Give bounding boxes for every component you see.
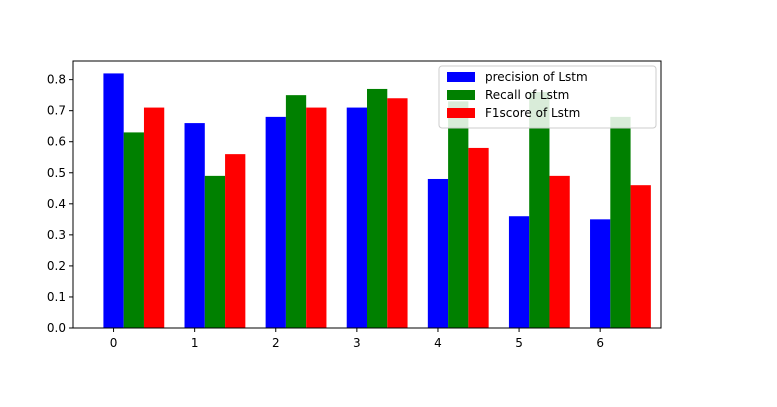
bar-recall-2 <box>285 95 307 329</box>
bar-recall-4 <box>448 101 469 328</box>
bar-precision-2 <box>265 116 286 328</box>
y-tick-label: 0.8 <box>47 73 66 87</box>
bar-recall-1 <box>204 175 226 328</box>
y-tick-label: 0.0 <box>47 321 66 335</box>
bar-f1score-2 <box>306 107 327 329</box>
legend-swatch <box>447 108 475 118</box>
y-tick-label: 0.6 <box>47 135 66 149</box>
legend-swatch <box>447 72 475 82</box>
legend-label: Recall of Lstm <box>485 88 569 102</box>
bars-layer <box>103 73 651 329</box>
bar-recall-5 <box>529 92 550 328</box>
bar-recall-0 <box>123 132 144 328</box>
y-tick-label: 0.4 <box>47 197 66 211</box>
y-tick-label: 0.5 <box>47 166 66 180</box>
axes-layer: 0.0 0.1 0.2 0.3 0.4 0.5 0.6 0.7 0.8 0 1 2 3 4 5 6 <box>47 60 662 350</box>
bar-recall-3 <box>367 88 388 328</box>
y-tick-label: 0.2 <box>47 259 66 273</box>
legend-label: F1score of Lstm <box>485 106 580 120</box>
bar-f1score-0 <box>143 107 165 329</box>
bar-f1score-4 <box>468 147 489 328</box>
y-tick-label: 0.7 <box>47 104 66 118</box>
x-tick-label: 2 <box>272 336 280 350</box>
bar-precision-1 <box>184 123 205 329</box>
legend-box <box>438 65 657 129</box>
x-tick-label: 4 <box>434 336 442 350</box>
plot-frame <box>72 60 662 329</box>
bar-f1score-6 <box>630 185 651 328</box>
bar-precision-0 <box>103 73 124 328</box>
bar-precision-6 <box>590 219 611 328</box>
legend: precision of Lstm Recall of Lstm F1score o… <box>438 65 657 129</box>
x-tick-label: 5 <box>515 336 523 350</box>
legend-swatch <box>447 90 475 100</box>
bar-f1score-5 <box>549 175 570 328</box>
y-tick-label: 0.1 <box>47 290 66 304</box>
legend-label: precision of Lstm <box>485 70 588 84</box>
bar-precision-3 <box>346 107 367 329</box>
y-tick-label: 0.3 <box>47 228 66 242</box>
bar-f1score-1 <box>225 154 246 328</box>
bar-f1score-3 <box>387 98 408 328</box>
bar-recall-6 <box>610 116 631 328</box>
x-tick-label: 1 <box>191 336 199 350</box>
x-tick-label: 3 <box>353 336 361 350</box>
bar-precision-4 <box>427 178 449 328</box>
bar-precision-5 <box>508 216 530 328</box>
x-tick-label: 6 <box>596 336 604 350</box>
x-tick-label: 0 <box>110 336 118 350</box>
